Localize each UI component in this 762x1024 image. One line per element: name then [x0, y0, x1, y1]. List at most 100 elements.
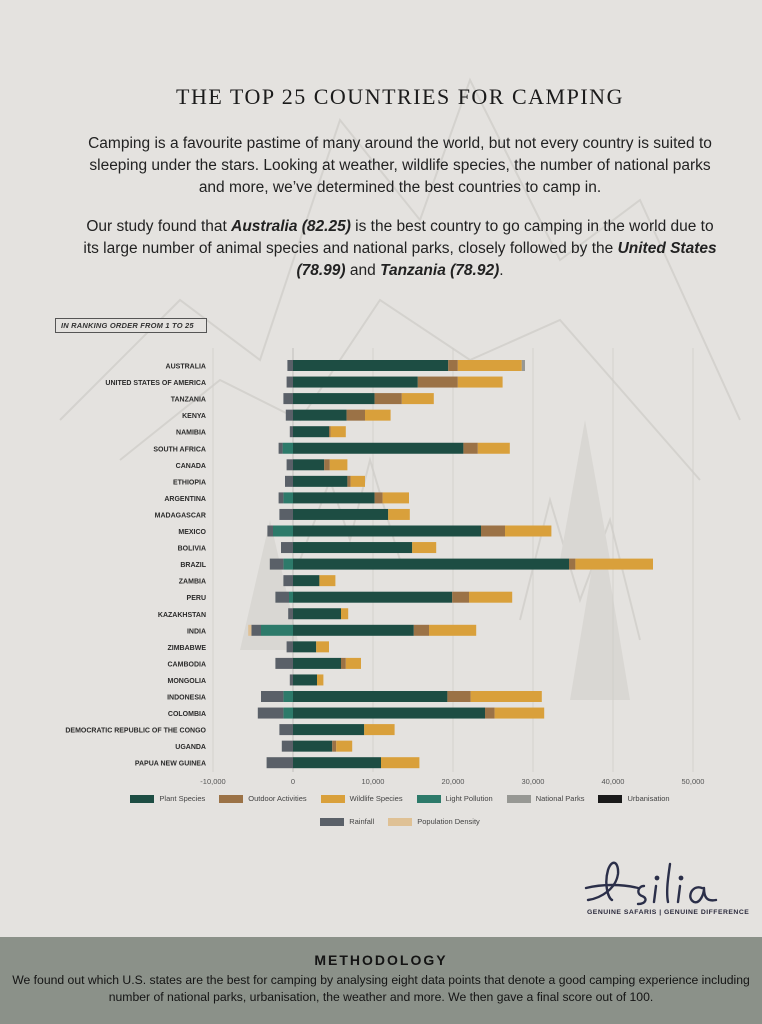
bar-segment-wildlife-species	[336, 740, 353, 752]
legend-swatch	[506, 794, 531, 803]
legend-item-wildlife-species: Wildlife Species	[320, 794, 403, 803]
legend-item-urbanisation: Urbanisation	[598, 794, 670, 803]
bar-segment-rainfall	[275, 657, 293, 669]
bar-segment-wildlife-species	[317, 674, 324, 686]
bar-segment-plant-species	[293, 575, 320, 587]
bar-segment-outdoor-activities	[329, 426, 331, 438]
bar-segment-outdoor-activities	[341, 657, 346, 669]
bar-segment-wildlife-species	[388, 508, 410, 520]
bar-segment-rainfall	[286, 459, 293, 471]
bar-segment-wildlife-species	[350, 475, 365, 487]
bar-segment-rainfall	[266, 757, 293, 769]
highlight-australia: Australia (82.25)	[231, 218, 351, 235]
bar-segment-wildlife-species	[345, 657, 361, 669]
category-label: PAPUA NEW GUINEA	[135, 761, 206, 768]
bar-segment-rainfall	[278, 492, 284, 504]
legend-item-light-pollution: Light Pollution	[416, 794, 493, 803]
category-label: DEMOCRATIC REPUBLIC OF THE CONGO	[65, 728, 206, 735]
legend-swatch	[598, 794, 623, 803]
bar-segment-rainfall	[289, 426, 293, 438]
highlight-tanzania: Tanzania (78.92)	[380, 262, 500, 279]
bar-segment-wildlife-species	[341, 608, 349, 620]
bar-segment-wildlife-species	[401, 393, 434, 405]
intro-text: Our study found that	[86, 218, 232, 235]
x-tick-label: 10,000	[362, 777, 385, 785]
bar-segment-outdoor-activities	[485, 707, 495, 719]
category-label: KAZAKHSTAN	[158, 612, 206, 619]
bar-segment-wildlife-species	[316, 641, 329, 653]
methodology-body: We found out which U.S. states are the b…	[12, 973, 750, 1004]
bar-segment-rainfall	[267, 525, 273, 537]
category-label: COLOMBIA	[168, 711, 206, 718]
x-tick-label: 20,000	[442, 777, 465, 785]
bar-segment-plant-species	[293, 360, 449, 371]
bar-segment-wildlife-species	[330, 426, 346, 438]
bar-segment-plant-species	[293, 442, 464, 454]
bar-segment-plant-species	[293, 624, 414, 636]
page-title: THE TOP 25 COUNTRIES FOR CAMPING	[176, 84, 624, 109]
legend-label: Urbanisation	[627, 794, 670, 803]
highlight-usa: United States (78.99)	[296, 240, 717, 279]
bar-segment-rainfall	[286, 641, 293, 653]
bar-segment-light-pollution	[282, 442, 293, 454]
bar-segment-rainfall	[288, 608, 293, 620]
chart-legend-row-2: Rainfall Population Density	[100, 817, 700, 826]
bar-segment-plant-species	[293, 740, 333, 752]
bar-segment-rainfall	[286, 376, 293, 388]
category-label: UNITED STATES OF AMERICA	[105, 380, 206, 387]
bar-segment-plant-species	[293, 691, 448, 702]
asilia-logo	[584, 861, 718, 906]
bar-segment-plant-species	[293, 608, 341, 620]
bar-segment-plant-species	[293, 674, 317, 686]
bar-segment-rainfall	[279, 724, 293, 736]
bar-segment-outdoor-activities	[347, 475, 351, 487]
bar-segment-plant-species	[293, 707, 485, 719]
bar-segment-national-parks	[521, 360, 525, 371]
bar-segment-outdoor-activities	[569, 558, 576, 570]
x-tick-label: 40,000	[602, 777, 625, 785]
intro-text: .	[499, 262, 504, 279]
category-label: PERU	[187, 595, 206, 602]
intro-paragraph-1: Camping is a favourite pastime of many a…	[88, 135, 712, 196]
bar-segment-plant-species	[293, 508, 389, 520]
bar-segment-plant-species	[293, 724, 365, 736]
bar-segment-light-pollution	[283, 558, 293, 570]
x-tick-label: -10,000	[200, 777, 225, 785]
methodology-title: METHODOLOGY	[314, 952, 448, 968]
bar-segment-plant-species	[293, 542, 413, 554]
legend-swatch	[130, 794, 155, 803]
category-label: MADAGASCAR	[155, 512, 206, 519]
legend-label: Rainfall	[349, 817, 375, 826]
bar-segment-rainfall	[261, 691, 284, 702]
bar-segment-rainfall	[257, 707, 284, 719]
bar-segment-outdoor-activities	[374, 492, 383, 504]
bar-segment-wildlife-species	[477, 442, 510, 454]
bar-segment-rainfall	[281, 740, 293, 752]
bar-segment-rainfall	[285, 409, 293, 421]
bar-segment-light-pollution	[283, 691, 293, 702]
bar-segment-plant-species	[293, 475, 348, 487]
bar-segment-plant-species	[293, 492, 375, 504]
bar-segment-wildlife-species	[412, 542, 437, 554]
legend-item-plant-species: Plant Species	[130, 794, 205, 803]
bar-segment-population-density	[248, 624, 252, 636]
bar-segment-wildlife-species	[457, 360, 522, 371]
x-tick-label: 50,000	[682, 777, 705, 785]
bar-segment-plant-species	[293, 657, 341, 669]
category-label: ETHIOPIA	[173, 479, 206, 486]
bar-segment-outdoor-activities	[324, 459, 330, 471]
category-label: MEXICO	[178, 529, 206, 536]
category-label: UGANDA	[175, 744, 206, 751]
bar-segment-outdoor-activities	[447, 691, 471, 702]
bar-segment-wildlife-species	[329, 459, 348, 471]
legend-item-national-parks: National Parks	[506, 794, 584, 803]
bar-segment-wildlife-species	[469, 591, 513, 603]
bar-segment-outdoor-activities	[346, 409, 365, 421]
bar-segment-outdoor-activities	[417, 376, 458, 388]
legend-label: Plant Species	[159, 794, 206, 803]
category-label: TANZANIA	[171, 397, 206, 404]
legend-swatch	[416, 794, 441, 803]
logo-tagline: GENUINE SAFARIS | GENUINE DIFFERENCE	[587, 909, 750, 916]
category-label: SOUTH AFRICA	[153, 446, 206, 453]
bar-segment-plant-species	[293, 409, 347, 421]
